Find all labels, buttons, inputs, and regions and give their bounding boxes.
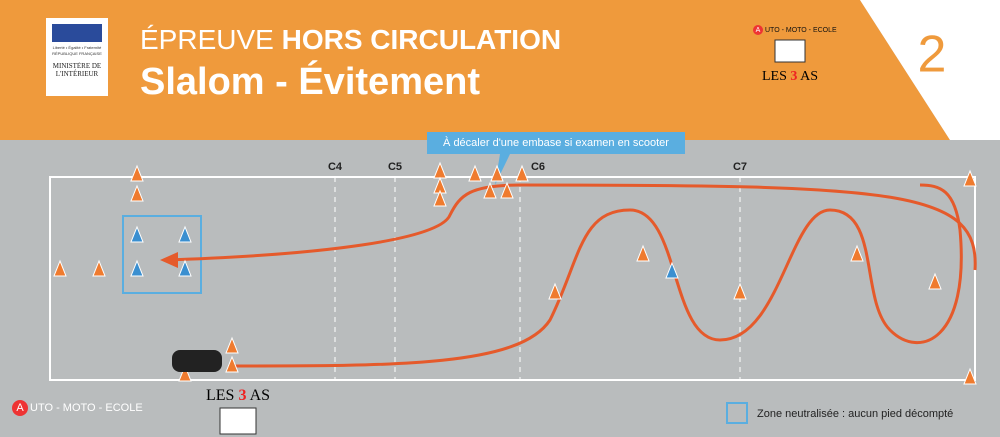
header-band [0,0,950,140]
header-corner [860,0,1000,140]
cone [225,355,239,373]
cone [433,189,447,207]
ministry-name-box: MINISTÈRE DE L'INTÉRIEUR [52,62,102,78]
cone [963,367,977,385]
cone [53,259,67,277]
neutral-cone [130,259,144,277]
cone [130,164,144,182]
logo-top: A UTO - MOTO - ECOLE LES 3 AS [753,25,837,84]
neutral-cone [178,225,192,243]
logo-initial: A [756,27,761,34]
subtitle: Slalom - Évitement [140,59,480,103]
motorbike [172,350,222,372]
cone [850,244,864,262]
motto: Liberté • Égalité • Fraternité [53,45,103,50]
as: AS [250,387,270,404]
note: À décaler d'une embase si examen en scoo… [443,136,669,149]
les: LES [206,387,234,404]
cone [468,164,482,182]
logo-bottom: A UTO - MOTO - ECOLE LES 3 AS [12,387,270,435]
title-light: ÉPREUVE [140,24,274,55]
path-lower [229,183,963,368]
arrow [160,252,178,268]
as: AS [800,69,818,84]
test-number: 2 [918,26,947,84]
flag [52,24,102,42]
neutral-cone [130,225,144,243]
gate-label: C5 [388,161,402,173]
republic: RÉPUBLIQUE FRANÇAISE [52,51,102,56]
course-outline [49,176,976,381]
cone [130,184,144,202]
logo-school: UTO - MOTO - ECOLE [765,27,837,34]
legend-label: Zone neutralisée : aucun pied décompté [757,408,953,420]
logo-les3as: LES 3 AS [206,387,270,404]
logo-les3as: LES 3 AS [762,69,818,84]
gate-label: C7 [733,161,747,173]
cone [225,336,239,354]
logo-school: UTO - MOTO - ECOLE [30,402,143,414]
logo-initial: A [16,402,24,414]
neutral-cone [178,259,192,277]
cone [928,272,942,290]
path-upper [164,183,977,271]
cards [774,39,806,63]
cone [490,164,504,182]
cone [92,259,106,277]
title: ÉPREUVE HORS CIRCULATION [140,24,561,55]
gate-label: C6 [531,161,545,173]
neutral-cone [665,261,679,279]
neutral-zone [122,215,202,294]
cone [548,282,562,300]
legend-swatch [726,402,748,424]
cone [483,181,497,199]
logo-dot [753,25,763,35]
note-box [427,132,685,154]
gate-label: C4 [328,161,343,173]
title-bold: HORS CIRCULATION [282,24,561,55]
cone [733,282,747,300]
cards [219,407,257,435]
les: LES [762,69,787,84]
cone [963,169,977,187]
three: 3 [790,69,797,84]
logo-dot [12,400,28,416]
three: 3 [238,387,246,404]
cone [500,181,514,199]
cone [178,364,192,382]
ministry-name: MINISTÈRE DE L'INTÉRIEUR [52,62,102,78]
cone [515,164,529,182]
cone [636,244,650,262]
